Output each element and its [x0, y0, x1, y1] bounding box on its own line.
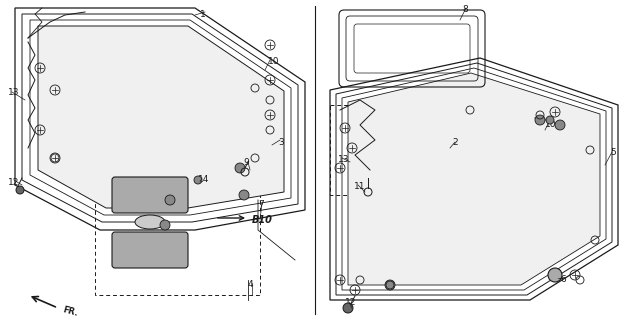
- Text: 14: 14: [198, 175, 209, 184]
- Circle shape: [555, 120, 565, 130]
- Text: 7: 7: [258, 200, 264, 209]
- Text: 12: 12: [345, 298, 356, 307]
- Circle shape: [160, 220, 170, 230]
- Text: 12: 12: [8, 178, 19, 187]
- Text: 4: 4: [248, 280, 254, 289]
- Text: 8: 8: [462, 5, 468, 14]
- Ellipse shape: [135, 215, 165, 229]
- Text: 5: 5: [610, 148, 616, 157]
- Circle shape: [343, 303, 353, 313]
- FancyBboxPatch shape: [112, 232, 188, 268]
- Polygon shape: [38, 26, 284, 208]
- Circle shape: [546, 116, 554, 124]
- Text: 11: 11: [354, 182, 366, 191]
- Text: 3: 3: [278, 138, 284, 147]
- Circle shape: [165, 195, 175, 205]
- Circle shape: [235, 163, 245, 173]
- Circle shape: [239, 190, 249, 200]
- Circle shape: [16, 186, 24, 194]
- Circle shape: [548, 268, 562, 282]
- Circle shape: [385, 280, 395, 290]
- Text: 1: 1: [200, 10, 206, 19]
- Text: B10: B10: [252, 215, 273, 225]
- Circle shape: [194, 176, 202, 184]
- Polygon shape: [348, 73, 600, 285]
- FancyBboxPatch shape: [112, 177, 188, 213]
- Text: 9: 9: [243, 158, 249, 167]
- Text: FR.: FR.: [62, 305, 79, 318]
- Text: 6: 6: [560, 275, 566, 284]
- Text: 10: 10: [268, 57, 279, 66]
- Text: 2: 2: [452, 138, 458, 147]
- Circle shape: [535, 115, 545, 125]
- Text: 10: 10: [545, 120, 556, 129]
- Text: 13: 13: [338, 155, 349, 164]
- Text: 13: 13: [8, 88, 19, 97]
